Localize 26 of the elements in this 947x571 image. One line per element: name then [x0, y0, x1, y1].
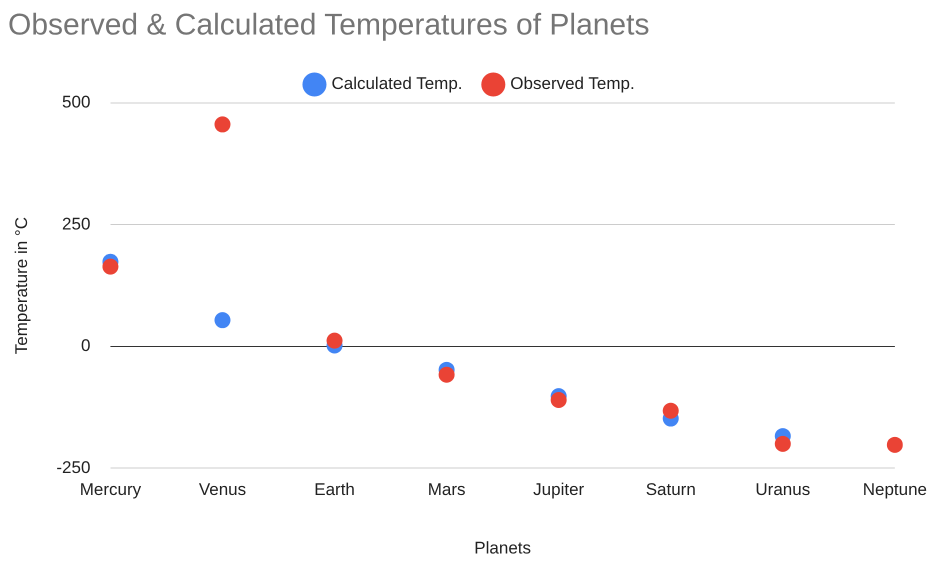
- point: [886, 436, 903, 453]
- point: [550, 392, 567, 408]
- point: [102, 258, 118, 275]
- x-tick-label: Venus: [198, 480, 246, 500]
- x-tick-label: Earth: [314, 480, 355, 500]
- x-tick-label: Uranus: [755, 480, 810, 500]
- y-tick-label: 0: [80, 336, 90, 356]
- legend-label: Observed Temp.: [510, 74, 635, 94]
- point: [662, 402, 679, 419]
- y-axis-title: Temperature in °C: [12, 217, 31, 354]
- point: [326, 332, 343, 349]
- point: [214, 116, 230, 132]
- x-tick-label: Neptune: [862, 480, 928, 500]
- x-tick-label: Mars: [428, 480, 466, 500]
- x-tick-label: Jupiter: [533, 480, 585, 500]
- x-tick-label: Mercury: [80, 480, 142, 500]
- y-tick-label: 250: [62, 214, 90, 234]
- x-tick-label: Saturn: [646, 480, 696, 500]
- y-tick-label: 500: [62, 92, 90, 112]
- point: [214, 312, 230, 328]
- x-axis-title: Planets: [474, 538, 531, 558]
- y-tick-label: -250: [56, 458, 90, 477]
- point: [438, 366, 455, 383]
- chart-title: Observed & Calculated Temperatures of Planets: [8, 8, 650, 42]
- legend-label: Calculated Temp.: [331, 74, 463, 94]
- point: [774, 436, 791, 452]
